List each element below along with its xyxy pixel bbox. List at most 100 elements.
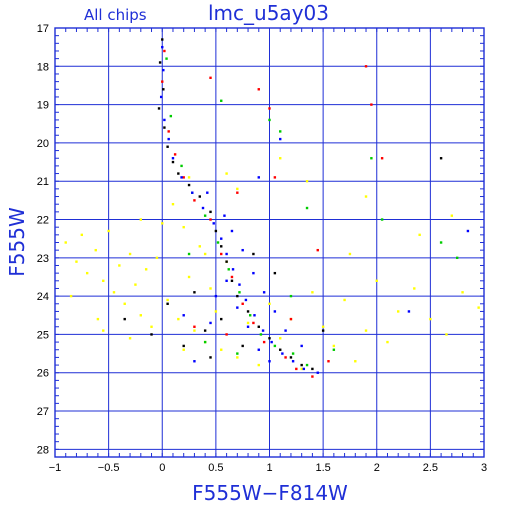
data-point [268,107,271,110]
data-point [268,302,271,305]
data-point [375,279,378,283]
data-point [163,49,166,53]
data-point [162,88,165,91]
y-tick-label: 27 [37,406,49,418]
data-point [284,329,287,332]
data-point [439,241,443,244]
data-point [261,329,265,332]
data-point [193,199,196,202]
data-point [236,356,239,359]
data-point [252,321,255,325]
y-tick-label: 21 [37,176,49,188]
y-tick-label: 17 [37,23,49,35]
data-point [327,360,330,363]
data-point [128,252,132,256]
data-point [295,367,298,371]
data-point [209,76,212,79]
x-tick-label: 0.5 [208,462,223,474]
data-point [241,248,244,252]
data-point [139,218,142,221]
data-point [75,260,78,263]
data-point [300,367,303,371]
data-point [257,348,260,351]
subset-label: All chips [84,6,147,24]
y-tick-label: 24 [37,291,49,303]
data-point [203,329,207,332]
y-tick-label: 28 [37,444,49,456]
data-point [316,371,319,374]
data-point [289,294,293,298]
data-point [230,275,234,279]
data-point [171,157,175,160]
data-point [85,271,89,275]
data-point [180,164,183,168]
data-point [291,352,295,355]
data-point [161,222,164,225]
data-point [212,222,215,225]
data-point [209,210,212,214]
data-point [236,187,239,191]
data-point [386,340,389,344]
data-point [203,214,207,217]
data-point [173,153,177,156]
data-point [225,252,228,256]
data-point [279,130,282,133]
y-tick-label: 26 [37,368,49,380]
data-point [268,360,271,363]
x-tick-label: 1 [266,462,272,474]
data-point [225,333,228,336]
data-point [262,340,266,344]
data-point [209,218,212,221]
data-point [220,317,223,321]
data-point [253,314,256,317]
data-point [171,160,175,164]
data-point [198,195,201,198]
data-point [429,317,432,321]
data-point [273,176,277,179]
data-point [230,229,234,233]
data-point [370,157,373,160]
data-point [187,275,191,279]
data-point [236,294,239,298]
data-point [418,233,421,237]
data-point [241,344,244,348]
data-point [380,157,384,160]
data-point [445,333,448,336]
data-point [193,291,196,294]
data-point [370,103,373,106]
data-point [343,298,346,302]
data-point [364,195,368,198]
data-point [182,225,185,229]
data-point [206,191,209,194]
data-point [128,337,132,340]
data-point [80,233,84,237]
data-point [268,118,271,122]
data-points [64,38,480,378]
data-point [397,310,400,313]
data-point [220,245,223,248]
data-point [177,172,180,175]
data-point [163,126,166,129]
data-point [238,283,241,286]
data-point [180,176,183,179]
data-point [252,252,255,256]
data-point [107,229,110,233]
data-point [300,363,303,367]
x-tick-label: 0 [159,462,165,474]
data-point [123,302,126,305]
data-point [162,68,165,72]
data-point [311,291,314,294]
data-point [450,214,454,217]
data-point [439,157,443,160]
data-point [171,202,175,206]
data-point [262,291,266,294]
data-point [191,191,194,194]
data-point [182,344,185,348]
data-point [257,88,260,91]
data-point [223,214,226,217]
data-point [380,218,384,221]
x-tick-label: 2 [374,462,380,474]
data-point [167,130,170,133]
data-point [231,268,235,271]
